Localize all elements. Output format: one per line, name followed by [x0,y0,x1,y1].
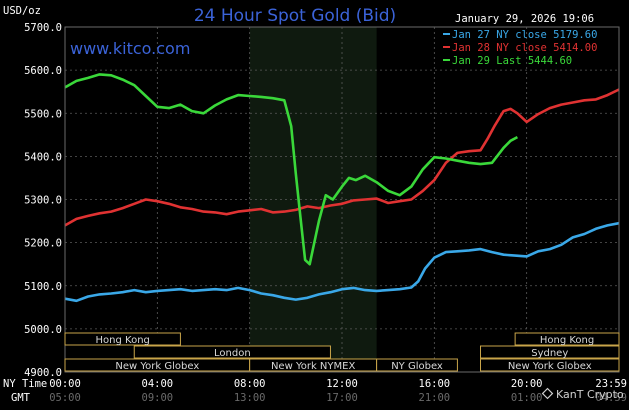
session-label: New York NYMEX [271,361,356,372]
market-sessions: Hong Kong Hong Kong London Sydney New York G… [64,332,620,372]
legend-entry: Jan 29 Last 5444.60 [452,55,572,67]
x-tick-label: 13:00 [234,392,266,404]
x-tick-label: 20:00 [511,378,543,390]
x-tick-label: 04:00 [142,378,174,390]
y-tick-labels: 5700.0 5600.0 5500.0 5400.0 5300.0 5200.0 5100… [24,22,62,379]
watermark-logo-icon [541,387,554,400]
y-tick-label: 5500.0 [24,108,62,120]
x-tick-label: 09:00 [142,392,174,404]
y-tick-label: 4900.0 [24,367,62,379]
x-tick-label: 08:00 [234,378,266,390]
y-tick-label: 5300.0 [24,195,62,207]
session-label: Hong Kong [96,335,150,346]
session-label: New York Globex [115,361,199,372]
session-bar [514,332,620,346]
y-tick-label: 5400.0 [24,151,62,163]
session-label: Hong Kong [540,335,594,346]
x-tick-label: 04:59 [595,392,627,404]
session-label: NY Globex [391,361,443,372]
plot-frame [64,26,620,373]
y-axis-label: USD/oz [3,5,41,17]
session-label: Sydney [531,348,568,359]
session-bar [133,345,331,359]
x-row-label-nytime: NY Time [3,378,47,390]
y-tick-label: 5600.0 [24,65,62,77]
site-url: www.kitco.com [70,39,190,58]
x-row-label-gmt: GMT [11,392,31,404]
session-label: New York Globex [508,361,592,372]
legend-entry: Jan 27 NY close 5179.60 [452,29,597,41]
watermark-text: KanT Crypto [556,388,624,401]
legend-entry: Jan 28 NY close 5414.00 [452,42,597,54]
session-label: London [214,348,251,359]
session-bar [480,358,620,372]
series-line-0 [64,221,620,303]
watermark: KanT Crypto [541,387,624,401]
series-line-1 [64,88,620,227]
x-tick-label: 17:00 [326,392,358,404]
y-tick-label: 5100.0 [24,281,62,293]
series-line-2 [64,73,519,266]
y-tick-label: 5000.0 [24,324,62,336]
chart-title: 24 Hour Spot Gold (Bid) [194,6,396,26]
x-tick-label: 16:00 [419,378,451,390]
x-tick-label: 01:00 [511,392,543,404]
x-tick-label: 05:00 [49,392,81,404]
y-tick-label: 5700.0 [24,22,62,34]
session-bar [376,358,458,372]
session-bar [480,345,620,359]
session-bar [64,332,181,346]
x-tick-labels: 00:00 04:00 08:00 12:00 16:00 20:00 23:59 05:00… [49,378,627,404]
x-tick-label: 00:00 [49,378,81,390]
x-tick-label: 12:00 [326,378,358,390]
x-tick-label: 23:59 [595,378,627,390]
x-tick-label: 21:00 [419,392,451,404]
series-lines [64,73,620,303]
timestamp: January 29, 2026 19:06 [455,13,594,25]
y-tick-label: 5200.0 [24,238,62,250]
